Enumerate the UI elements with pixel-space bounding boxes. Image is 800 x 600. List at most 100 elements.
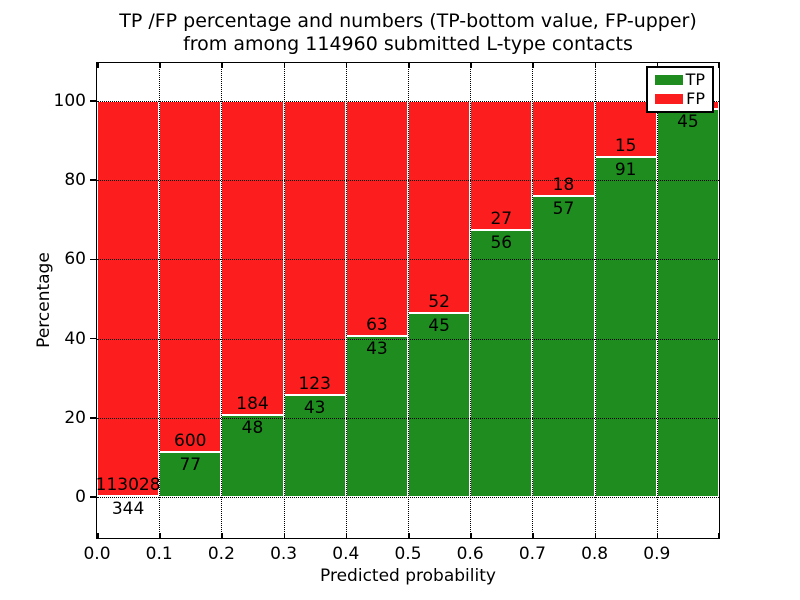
y-tick-label: 20 bbox=[64, 407, 86, 428]
y-tick-label: 60 bbox=[64, 249, 86, 270]
tp-bar-segment bbox=[408, 313, 471, 498]
v-gridline bbox=[283, 63, 285, 538]
tp-count-label: 43 bbox=[303, 397, 326, 418]
tp-bar-segment bbox=[470, 229, 533, 498]
legend-swatch-fp bbox=[655, 93, 683, 104]
x-tick-mark bbox=[532, 533, 534, 538]
fp-count-label: 113028 bbox=[95, 474, 161, 495]
x-tick-mark bbox=[717, 533, 719, 538]
fp-count-label: 18 bbox=[552, 174, 575, 195]
x-tick-mark bbox=[470, 533, 472, 538]
y-tick-label: 80 bbox=[64, 170, 86, 191]
tp-count-label: 45 bbox=[677, 112, 699, 133]
legend-label-fp: FP bbox=[686, 88, 705, 108]
x-tick-mark bbox=[594, 533, 597, 538]
fp-count-label: 52 bbox=[428, 292, 450, 313]
tp-bar-segment bbox=[345, 336, 408, 498]
v-gridline bbox=[221, 63, 223, 538]
tp-bar-segment bbox=[532, 195, 595, 498]
annotations-layer: 113028 344 600 77 184 48 123 43 63 43 52 45 27 56 18 57… bbox=[96, 63, 719, 538]
v-gridline bbox=[532, 63, 534, 538]
x-tick-mark bbox=[594, 63, 597, 68]
x-tick-mark bbox=[532, 63, 534, 68]
x-tick-mark bbox=[283, 63, 286, 68]
fp-bar-segment bbox=[97, 100, 160, 496]
x-tick-mark bbox=[408, 63, 410, 68]
x-tick-mark bbox=[345, 63, 348, 68]
x-tick-mark bbox=[159, 533, 161, 538]
plot-area: 113028 344 600 77 184 48 123 43 63 43 52 45 27 56 18 57… bbox=[96, 62, 720, 539]
x-axis-label: Predicted probability bbox=[320, 566, 496, 586]
x-tick-label: 0.3 bbox=[270, 544, 298, 564]
x-tick-mark bbox=[717, 63, 719, 68]
fp-count-label: 184 bbox=[236, 394, 269, 415]
y-tick-label: 100 bbox=[53, 90, 86, 111]
x-tick-mark bbox=[408, 533, 410, 538]
fp-count-label: 27 bbox=[490, 208, 513, 229]
v-gridline bbox=[159, 63, 161, 538]
tp-count-label: 56 bbox=[490, 232, 513, 253]
x-tick-label: 0.8 bbox=[581, 544, 609, 564]
chart-title-line1: TP /FP percentage and numbers (TP-bottom… bbox=[119, 10, 697, 32]
fp-bar-segment bbox=[283, 100, 346, 395]
tp-count-label: 57 bbox=[552, 198, 575, 219]
legend-row-tp: TP bbox=[655, 71, 705, 89]
tp-bar-segment bbox=[159, 452, 222, 498]
tp-count-label: 43 bbox=[366, 339, 388, 360]
x-tick-mark bbox=[656, 533, 659, 538]
x-tick-label: 0.1 bbox=[145, 544, 173, 564]
v-gridline bbox=[594, 63, 596, 538]
y-tick-mark bbox=[90, 179, 96, 181]
x-tick-mark bbox=[221, 63, 223, 68]
tp-count-label: 48 bbox=[241, 418, 264, 439]
x-tick-label: 0.5 bbox=[394, 544, 422, 564]
v-gridline bbox=[408, 63, 409, 538]
x-tick-mark bbox=[656, 63, 659, 68]
y-tick-mark bbox=[90, 100, 96, 102]
fp-count-label: 600 bbox=[174, 431, 207, 452]
fp-bar-segment bbox=[532, 100, 595, 196]
fp-bar-segment bbox=[345, 100, 408, 337]
y-tick-mark bbox=[90, 337, 96, 340]
bars-layer bbox=[97, 63, 719, 538]
y-tick-label: 40 bbox=[64, 328, 86, 349]
x-tick-mark bbox=[470, 63, 472, 68]
tp-count-label: 91 bbox=[614, 159, 637, 180]
tp-count-label: 45 bbox=[428, 316, 450, 337]
x-tick-label: 0.9 bbox=[643, 544, 671, 564]
tp-count-label: 344 bbox=[111, 498, 145, 519]
legend-row-fp: FP bbox=[655, 88, 705, 108]
tp-bar-segment bbox=[283, 394, 346, 498]
legend: TP FP bbox=[646, 66, 714, 113]
x-tick-mark bbox=[283, 533, 286, 538]
chart-title-line2: from among 114960 submitted L-type conta… bbox=[183, 33, 633, 55]
v-gridline bbox=[656, 63, 658, 538]
tp-count-label: 77 bbox=[179, 455, 202, 476]
fp-count-label: 123 bbox=[298, 373, 331, 394]
grid-layer bbox=[97, 63, 719, 538]
x-tick-label: 0.4 bbox=[332, 544, 360, 564]
v-gridline bbox=[345, 63, 347, 538]
tp-bar-segment bbox=[594, 156, 657, 498]
legend-label-tp: TP bbox=[685, 70, 705, 90]
legend-swatch-tp bbox=[655, 75, 683, 86]
y-tick-mark bbox=[90, 258, 96, 261]
fp-count-label: 15 bbox=[614, 135, 637, 156]
fp-bar-segment bbox=[221, 100, 284, 416]
x-tick-mark bbox=[97, 533, 99, 538]
y-tick-label: 0 bbox=[75, 487, 86, 508]
x-tick-mark bbox=[221, 533, 223, 538]
y-tick-mark bbox=[90, 417, 96, 419]
y-tick-mark bbox=[90, 496, 96, 498]
x-tick-mark bbox=[97, 63, 99, 68]
tp-bar-segment bbox=[656, 109, 719, 498]
x-tick-label: 0.2 bbox=[207, 544, 235, 564]
y-axis-label: Percentage bbox=[34, 252, 54, 348]
x-tick-mark bbox=[345, 533, 348, 538]
x-tick-mark bbox=[159, 63, 161, 68]
x-tick-label: 0.6 bbox=[456, 544, 484, 564]
x-tick-label: 0.0 bbox=[83, 544, 111, 564]
fp-count-label: 63 bbox=[366, 315, 388, 336]
x-tick-label: 0.7 bbox=[518, 544, 546, 564]
